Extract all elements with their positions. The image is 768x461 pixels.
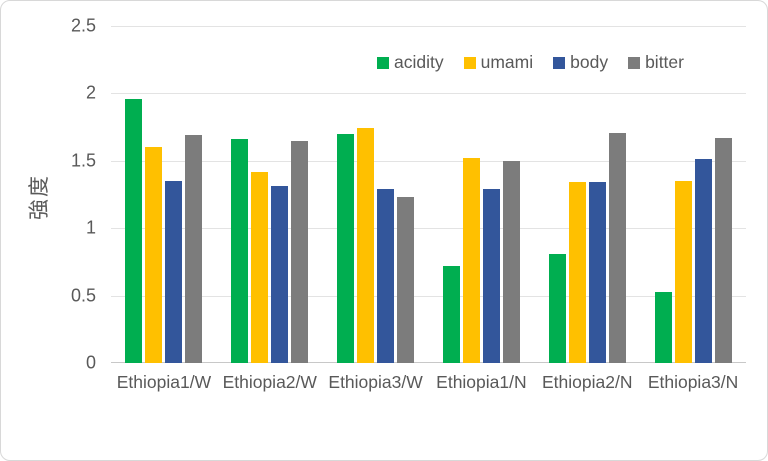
bar-bitter: [608, 132, 626, 363]
bar-group: [217, 26, 323, 363]
x-axis-labels: Ethiopia1/W Ethiopia2/W Ethiopia3/W Ethiopi…: [111, 372, 746, 393]
bar-group: [428, 26, 534, 363]
bar-acidity: [548, 253, 566, 363]
bar-body: [694, 159, 712, 363]
bar-acidity: [442, 265, 460, 363]
x-category-label: Ethiopia2/W: [222, 372, 317, 392]
legend-label: body: [570, 52, 609, 72]
bar-umami: [251, 171, 269, 363]
legend-item: umami: [463, 52, 534, 73]
bar-group: [534, 26, 640, 363]
y-tick-label: 0: [85, 352, 96, 373]
bar-bitter: [291, 140, 309, 363]
x-category-label: Ethiopia1/W: [116, 372, 212, 392]
bar-umami: [674, 181, 692, 363]
bar-body: [377, 189, 395, 363]
bar-acidity: [654, 291, 672, 363]
gridline: [111, 26, 746, 27]
legend-swatch-icon: [377, 56, 389, 69]
x-category-label: Ethiopia1/N: [436, 372, 527, 392]
bar-group: [111, 26, 217, 363]
gridline: [111, 93, 746, 95]
bar-acidity: [231, 139, 249, 363]
legend-label: umami: [480, 52, 534, 72]
legend-label: bitter: [645, 52, 684, 72]
bar-body: [482, 189, 500, 363]
bar-umami: [568, 182, 586, 363]
bar-group: [640, 26, 746, 363]
y-tick-label: 2.5: [70, 15, 96, 36]
y-tick-label: 2: [85, 82, 96, 103]
legend-item: body: [553, 52, 608, 73]
bar-umami: [462, 158, 480, 363]
y-tick-label: 1.5: [70, 150, 96, 171]
y-tick-label: 1: [85, 217, 96, 238]
legend-item: acidity: [377, 52, 444, 73]
bar-bitter: [502, 160, 520, 363]
bar-acidity: [337, 133, 355, 363]
x-category-label: Ethiopia3/W: [328, 372, 423, 392]
legend-item: bitter: [628, 52, 684, 73]
bar-body: [271, 186, 289, 363]
bar-umami: [145, 147, 163, 363]
bar-bitter: [714, 137, 732, 363]
bar-group: [323, 26, 429, 363]
bar-bitter: [397, 197, 415, 363]
gridline: [111, 228, 746, 230]
x-category-label: Ethiopia2/N: [541, 372, 633, 392]
legend-label: acidity: [394, 52, 444, 72]
x-axis-line: [111, 362, 746, 363]
bar-acidity: [125, 98, 143, 363]
y-tick-label: 0.5: [70, 285, 96, 306]
bar-umami: [357, 128, 375, 363]
legend-swatch-icon: [628, 56, 641, 69]
y-axis-tick-labels: 0 0.5 1 1.5 2 2.5: [1, 16, 96, 373]
legend-swatch-icon: [553, 56, 566, 69]
gridline: [111, 160, 746, 162]
legend: acidity umami body bitter: [377, 52, 684, 73]
bar-body: [588, 182, 606, 363]
x-category-label: Ethiopia3/N: [647, 372, 739, 392]
gridline: [111, 295, 746, 297]
bar-body: [165, 181, 183, 363]
legend-swatch-icon: [463, 56, 476, 69]
plot-area: [111, 26, 746, 363]
bars-layer: [111, 26, 746, 363]
bar-bitter: [185, 135, 203, 363]
